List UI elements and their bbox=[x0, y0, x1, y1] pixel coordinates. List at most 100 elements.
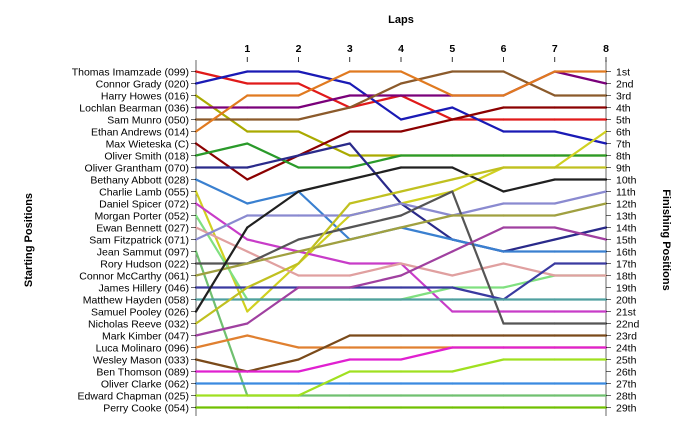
series-point-max-wieteska-c bbox=[553, 106, 556, 109]
finishing-position-label: 20th bbox=[616, 294, 637, 306]
starting-position-label: Rory Hudson (022) bbox=[100, 258, 189, 270]
series-point-ben-thomson-089 bbox=[502, 346, 505, 349]
series-point-nicholas-reeve-032 bbox=[451, 178, 454, 181]
series-point-connor-mccarthy-061 bbox=[246, 262, 249, 265]
series-point-matthew-hayden-058 bbox=[502, 298, 505, 301]
series-point-daniel-spicer-072 bbox=[348, 262, 351, 265]
series-point-samuel-pooley-026 bbox=[502, 190, 505, 193]
series-point-mark-kimber-047 bbox=[246, 322, 249, 325]
series-point-mark-kimber-047 bbox=[502, 226, 505, 229]
series-point-harry-howes-016 bbox=[246, 130, 249, 133]
series-point-matthew-hayden-058 bbox=[297, 298, 300, 301]
lap-tick-label: 4 bbox=[398, 43, 404, 55]
left-axis-title: Starting Positions bbox=[23, 193, 35, 287]
series-point-wesley-mason-033 bbox=[502, 334, 505, 337]
starting-position-label: Oliver Grantham (070) bbox=[85, 162, 189, 174]
series-point-max-wieteska-c bbox=[246, 178, 249, 181]
finishing-position-label: 3rd bbox=[616, 90, 631, 102]
lap-tick-label: 6 bbox=[501, 43, 507, 55]
series-point-perry-cooke-054 bbox=[399, 406, 403, 409]
series-point-luca-molinaro-096 bbox=[348, 346, 351, 349]
series-line-mark-kimber-047 bbox=[194, 226, 608, 337]
series-line-james-hillery-046 bbox=[194, 262, 608, 301]
starting-position-label: Oliver Smith (018) bbox=[104, 150, 189, 162]
series-point-wesley-mason-033 bbox=[553, 334, 556, 337]
series-point-matthew-hayden-058 bbox=[553, 298, 556, 301]
series-point-oliver-clarke-062 bbox=[553, 382, 556, 385]
series-point-perry-cooke-054 bbox=[348, 406, 351, 409]
lap-tick-label: 7 bbox=[552, 43, 558, 55]
starting-position-label: Bethany Abbott (028) bbox=[90, 174, 189, 186]
series-point-luca-molinaro-096 bbox=[246, 334, 249, 337]
series-point-thomas-imamzade-099 bbox=[297, 82, 300, 85]
series-point-sam-munro-050 bbox=[502, 70, 505, 73]
series-point-sam-munro-050 bbox=[348, 106, 351, 109]
series-point-bethany-abbott-028 bbox=[553, 250, 556, 253]
finishing-position-label: 13th bbox=[616, 210, 637, 222]
series-point-daniel-spicer-072 bbox=[502, 310, 505, 313]
series-point-nicholas-reeve-032 bbox=[297, 262, 300, 265]
series-point-matthew-hayden-058 bbox=[246, 298, 249, 301]
finishing-position-label: 2nd bbox=[616, 78, 634, 90]
series-point-oliver-smith-018 bbox=[246, 142, 249, 145]
finishing-position-label: 15th bbox=[616, 234, 637, 246]
series-point-oliver-smith-018 bbox=[348, 166, 351, 169]
series-point-mark-kimber-047 bbox=[399, 274, 403, 277]
series-line-luca-molinaro-096 bbox=[194, 334, 608, 349]
series-line-oliver-grantham-070 bbox=[194, 142, 608, 253]
series-point-oliver-grantham-070 bbox=[297, 154, 300, 157]
starting-position-label: Nicholas Reeve (032) bbox=[88, 318, 189, 330]
series-point-nicholas-reeve-032 bbox=[246, 286, 249, 289]
finishing-position-label: 9th bbox=[616, 162, 631, 174]
finishing-position-label: 4th bbox=[616, 102, 631, 114]
x-axis-title: Laps bbox=[388, 14, 414, 26]
series-point-matthew-hayden-058 bbox=[451, 298, 454, 301]
series-point-jean-sammut-097 bbox=[553, 394, 556, 397]
series-point-ethan-andrews-014 bbox=[348, 70, 351, 73]
series-point-harry-howes-016 bbox=[348, 154, 351, 157]
series-point-matthew-hayden-058 bbox=[399, 298, 403, 301]
series-point-nicholas-reeve-032 bbox=[502, 166, 505, 169]
series-point-ewan-bennett-027 bbox=[451, 274, 454, 277]
finishing-position-label: 16th bbox=[616, 246, 637, 258]
starting-position-label: Samuel Pooley (026) bbox=[91, 306, 189, 318]
starting-position-label: Mark Kimber (047) bbox=[102, 330, 189, 342]
starting-position-label: James Hillery (046) bbox=[99, 282, 189, 294]
series-point-perry-cooke-054 bbox=[246, 406, 249, 409]
series-point-oliver-smith-018 bbox=[297, 166, 300, 169]
finishing-position-label: 21st bbox=[616, 306, 636, 318]
series-point-mark-kimber-047 bbox=[297, 286, 300, 289]
series-point-bethany-abbott-028 bbox=[451, 238, 454, 241]
series-point-connor-grady-020 bbox=[297, 70, 300, 73]
series-line-edward-chapman-025 bbox=[194, 358, 608, 397]
finishing-position-label: 8th bbox=[616, 150, 631, 162]
series-point-ethan-andrews-014 bbox=[399, 70, 403, 73]
series-point-ewan-bennett-027 bbox=[246, 250, 249, 253]
starting-position-label: Edward Chapman (025) bbox=[78, 390, 189, 402]
finishing-position-label: 22nd bbox=[616, 318, 640, 330]
series-point-connor-mccarthy-061 bbox=[399, 226, 403, 229]
finishing-position-label: 11th bbox=[616, 186, 636, 198]
series-point-lochlan-bearman-036 bbox=[246, 106, 249, 109]
series-point-ben-thomson-089 bbox=[297, 370, 300, 373]
series-point-rory-hudson-022 bbox=[348, 226, 351, 229]
series-point-oliver-smith-018 bbox=[553, 154, 556, 157]
series-point-ewan-bennett-027 bbox=[553, 274, 556, 277]
series-point-sam-fitzpatrick-071 bbox=[297, 214, 300, 217]
starting-position-label: Jean Sammut (097) bbox=[97, 246, 189, 258]
series-point-james-hillery-046 bbox=[553, 262, 556, 265]
series-point-oliver-clarke-062 bbox=[399, 382, 403, 385]
series-point-ethan-andrews-014 bbox=[246, 94, 249, 97]
series-point-sam-fitzpatrick-071 bbox=[399, 202, 403, 205]
finishing-position-label: 25th bbox=[616, 354, 637, 366]
starting-position-label: Connor McCarthy (061) bbox=[79, 270, 189, 282]
lap-tick-label: 8 bbox=[603, 43, 609, 55]
series-point-ethan-andrews-014 bbox=[297, 94, 300, 97]
series-point-sam-munro-050 bbox=[451, 70, 454, 73]
finishing-position-labels: 1st2nd3rd4th5th6th7th8th9th10th11th12th1… bbox=[606, 66, 640, 414]
series-point-samuel-pooley-026 bbox=[553, 178, 556, 181]
series-point-ewan-bennett-027 bbox=[399, 262, 403, 265]
series-line-harry-howes-016 bbox=[194, 94, 608, 157]
